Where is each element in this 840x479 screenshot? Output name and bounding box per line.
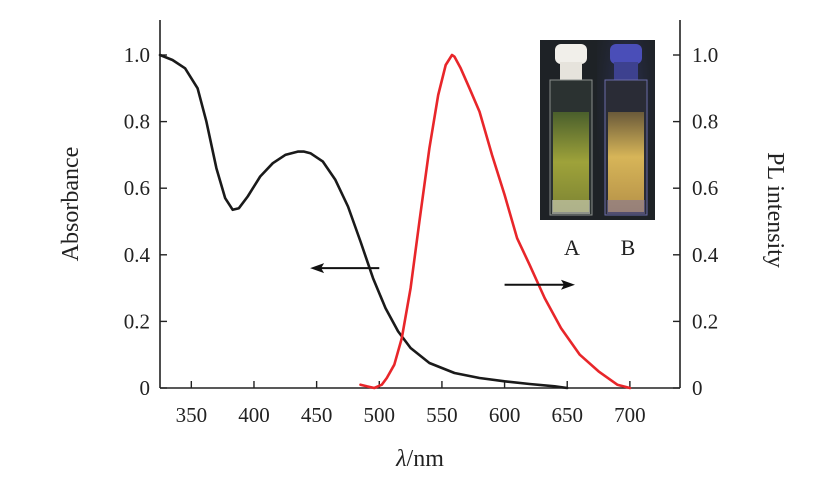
x-axis-ticks: 350 400 450 500 550 600 650 700 bbox=[176, 381, 646, 427]
vial-a-cap bbox=[555, 44, 587, 64]
vial-b-cap bbox=[610, 44, 642, 64]
x-tick-label-350: 350 bbox=[176, 403, 208, 427]
series-line-pl bbox=[359, 53, 632, 390]
vial-a-liquid bbox=[553, 112, 589, 212]
series-layer bbox=[158, 53, 632, 390]
y-left-tick-label-3: 0.6 bbox=[124, 176, 150, 200]
vial-b-base bbox=[607, 200, 645, 214]
arrow-right bbox=[504, 279, 575, 290]
x-tick-label-600: 600 bbox=[489, 403, 521, 427]
y-left-tick-label-0: 0 bbox=[140, 376, 151, 400]
y-left-tick-label-2: 0.4 bbox=[124, 243, 151, 267]
vial-b bbox=[604, 44, 648, 216]
y-right-tick-label-3: 0.6 bbox=[692, 176, 718, 200]
inset-photo: A B bbox=[540, 40, 655, 260]
y-left-tick-label-1: 0.2 bbox=[124, 309, 150, 333]
y-axis-left-title: Absorbance bbox=[58, 147, 84, 262]
x-tick-label-650: 650 bbox=[551, 403, 583, 427]
y-right-tick-label-5: 1.0 bbox=[692, 43, 718, 67]
vial-b-cap-neck bbox=[614, 62, 638, 80]
arrow-right-head bbox=[560, 279, 575, 290]
x-tick-label-550: 550 bbox=[426, 403, 458, 427]
plot-frame bbox=[159, 20, 681, 389]
annotation-arrows bbox=[310, 263, 575, 290]
vial-a-cap-neck bbox=[560, 62, 582, 80]
arrow-left bbox=[310, 263, 380, 274]
inset-label-b: B bbox=[621, 235, 636, 260]
inset-label-a: A bbox=[564, 235, 580, 260]
x-axis-title: λ/nm bbox=[395, 446, 444, 472]
x-tick-label-400: 400 bbox=[238, 403, 270, 427]
y-right-tick-label-2: 0.4 bbox=[692, 243, 719, 267]
x-tick-label-450: 450 bbox=[301, 403, 333, 427]
y-axis-left-ticks: 0 0.2 0.4 0.6 0.8 1.0 bbox=[124, 43, 167, 400]
y-left-tick-label-5: 1.0 bbox=[124, 43, 150, 67]
y-right-tick-label-0: 0 bbox=[692, 376, 703, 400]
y-axis-right-ticks: 0 0.2 0.4 0.6 0.8 1.0 bbox=[673, 43, 719, 400]
y-left-tick-label-4: 0.8 bbox=[124, 110, 150, 134]
series-line-absorbance bbox=[158, 53, 569, 390]
vial-a-base bbox=[552, 200, 590, 214]
y-right-tick-label-1: 0.2 bbox=[692, 309, 718, 333]
x-tick-label-700: 700 bbox=[614, 403, 646, 427]
x-tick-label-500: 500 bbox=[364, 403, 396, 427]
y-right-tick-label-4: 0.8 bbox=[692, 110, 718, 134]
y-axis-right-title: PL intensity bbox=[762, 152, 788, 268]
vial-b-liquid bbox=[608, 112, 644, 212]
vial-a bbox=[549, 44, 593, 216]
arrow-left-head bbox=[310, 263, 325, 274]
